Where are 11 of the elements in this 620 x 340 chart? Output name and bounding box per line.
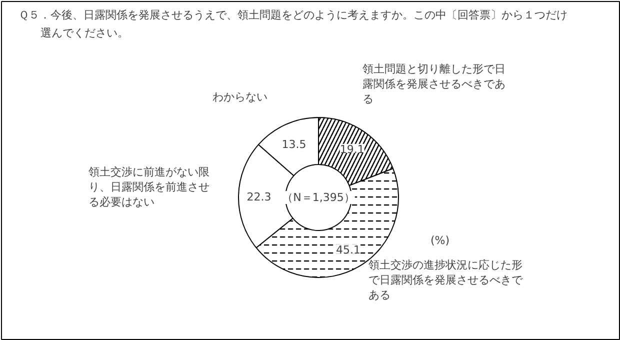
data-label: 22.3 — [246, 190, 272, 204]
data-label: 45.1 — [336, 243, 361, 256]
text: (%) — [430, 234, 450, 247]
data-label: 13.5 — [282, 138, 306, 151]
text: （N＝1,395） — [282, 191, 355, 204]
slice-label: 領土交渉に前進がない限り、日露関係を前進させる必要はない — [88, 166, 210, 208]
chart-title: Ｑ５．今後、日露関係を発展させるうえで、領土問題をどのように考えますか。この中〔回答票〕から１つだけ選んでください。 — [18, 8, 568, 40]
data-label: 19.1 — [340, 142, 364, 156]
slice-label: 領土交渉の進捗状況に応じた形で日露関係を発展させるべきである — [368, 258, 524, 302]
slice-label: 領土問題と切り離した形で日露関係を発展させるべきである — [362, 62, 506, 106]
slice-label: わからない — [212, 90, 268, 104]
